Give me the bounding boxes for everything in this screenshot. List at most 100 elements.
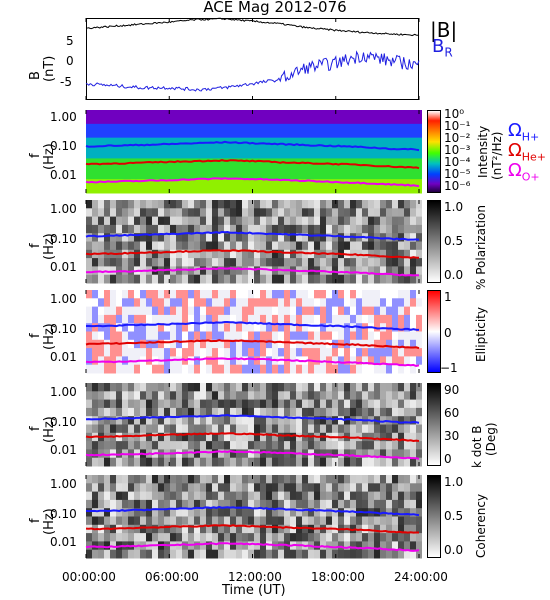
panel-3-cell xyxy=(176,298,182,308)
panel-5-cell xyxy=(290,533,296,542)
panel-2-cell xyxy=(128,233,134,242)
panel-1-cell xyxy=(410,137,416,146)
panel-3-cell xyxy=(386,339,392,349)
panel-2-cell xyxy=(224,258,230,267)
panel-5-cell xyxy=(242,475,248,484)
panel-4-cell xyxy=(98,441,104,450)
panel-1-cell xyxy=(170,151,176,159)
panel-3-cell xyxy=(212,348,218,357)
panel-2-cell xyxy=(296,208,302,218)
panel-3-cell xyxy=(368,339,374,349)
panel-5-cell xyxy=(92,549,98,559)
panel-3-cell xyxy=(392,314,398,324)
panel-3-cell xyxy=(368,314,374,324)
panel-4-cell xyxy=(86,457,92,467)
panel-2-cell xyxy=(404,249,410,259)
panel-1-cell xyxy=(152,137,158,146)
panel-4-cell xyxy=(236,416,242,425)
panel-4-cell xyxy=(206,391,212,401)
panel-5-cell xyxy=(320,483,326,493)
panel-4-cell xyxy=(260,399,266,409)
panel-4-cell xyxy=(230,441,236,450)
panel-1-cell xyxy=(242,158,248,166)
panel-5-cell xyxy=(212,541,218,551)
panel-4-cell xyxy=(110,424,116,434)
panel-3-cell xyxy=(248,306,254,316)
panel-2-cell xyxy=(146,224,152,234)
panel-4-cell xyxy=(380,449,386,459)
panel-5-cell xyxy=(398,516,404,526)
panel-3-cell xyxy=(410,364,416,374)
panel-2-cell xyxy=(176,274,182,284)
panel-5-cell xyxy=(110,491,116,501)
panel-3-cell xyxy=(296,348,302,357)
panel-2-cell xyxy=(254,249,260,259)
panel-4-cell xyxy=(146,457,152,467)
panel-1-cell xyxy=(104,144,110,152)
panel-1-cell xyxy=(110,179,116,187)
panel-1-cell xyxy=(308,151,314,159)
panel-2-cell xyxy=(404,233,410,242)
panel-1-cell xyxy=(188,172,194,180)
panel-1-cell xyxy=(404,172,410,180)
panel-4-cell xyxy=(320,441,326,450)
panel-3-cell xyxy=(146,331,152,341)
panel-1-cell xyxy=(296,179,302,187)
panel-1-cell xyxy=(266,186,272,194)
panel-5-cell xyxy=(296,533,302,542)
panel-1-cell xyxy=(230,179,236,187)
panel-2-cell xyxy=(326,208,332,218)
panel-4-omega-h-line xyxy=(85,413,420,424)
panel-5-cell xyxy=(158,483,164,493)
panel-3-cell xyxy=(368,348,374,357)
panel-4-cell xyxy=(110,383,116,392)
panel-2-cell xyxy=(200,216,206,226)
panel-1-cell xyxy=(320,165,326,173)
panel-4-cell xyxy=(194,457,200,467)
panel-3-cell xyxy=(194,298,200,308)
panel-5-cell xyxy=(338,491,344,501)
panel-3-cell xyxy=(272,306,278,316)
panel-2-cell xyxy=(410,224,416,234)
intensity-cbar-tick-0: 10⁰ xyxy=(444,107,465,121)
panel-2-cell xyxy=(284,241,290,251)
panel-2-cell xyxy=(314,208,320,218)
panel-3-cell xyxy=(362,364,368,374)
panel-2-cell xyxy=(332,208,338,218)
panel-1-cell xyxy=(278,186,284,194)
panel-3-cell xyxy=(224,331,230,341)
panel-3-cell xyxy=(224,306,230,316)
panel-4-cell xyxy=(98,407,104,417)
panel-3-cell xyxy=(224,356,230,366)
panel-5-cell xyxy=(98,475,104,484)
panel-1-cell xyxy=(98,130,104,139)
panel-2-cell xyxy=(290,200,296,209)
panel-4-cell xyxy=(326,441,332,450)
panel-4-cell xyxy=(368,407,374,417)
panel-4-cell xyxy=(386,399,392,409)
panel-2-cell xyxy=(308,241,314,251)
panel-3-cell xyxy=(338,306,344,316)
panel-4-cell xyxy=(164,424,170,434)
panel-3-cell xyxy=(278,331,284,341)
panel-2-cell xyxy=(410,249,416,259)
panel-1-cell xyxy=(236,158,242,166)
panel-2-cell xyxy=(134,200,140,209)
panel-4-cell xyxy=(140,383,146,392)
panel-1-cell xyxy=(398,116,404,125)
panel-1-cell xyxy=(188,130,194,139)
panel-2-cell xyxy=(200,233,206,242)
panel-4-cell xyxy=(308,424,314,434)
panel-2-cell xyxy=(194,266,200,276)
panel-1-cell xyxy=(236,151,242,159)
panel-5-cell xyxy=(188,524,194,534)
panel-3-cell xyxy=(224,314,230,324)
panel-2-cell xyxy=(416,258,422,267)
panel-2-cell xyxy=(266,266,272,276)
panel-5-cell xyxy=(362,499,368,509)
panel-2-cell xyxy=(386,216,392,226)
panel-1-cell xyxy=(254,144,260,152)
panel-5-cell xyxy=(194,524,200,534)
panel-4-cell xyxy=(152,424,158,434)
panel-3-cell xyxy=(212,290,218,299)
